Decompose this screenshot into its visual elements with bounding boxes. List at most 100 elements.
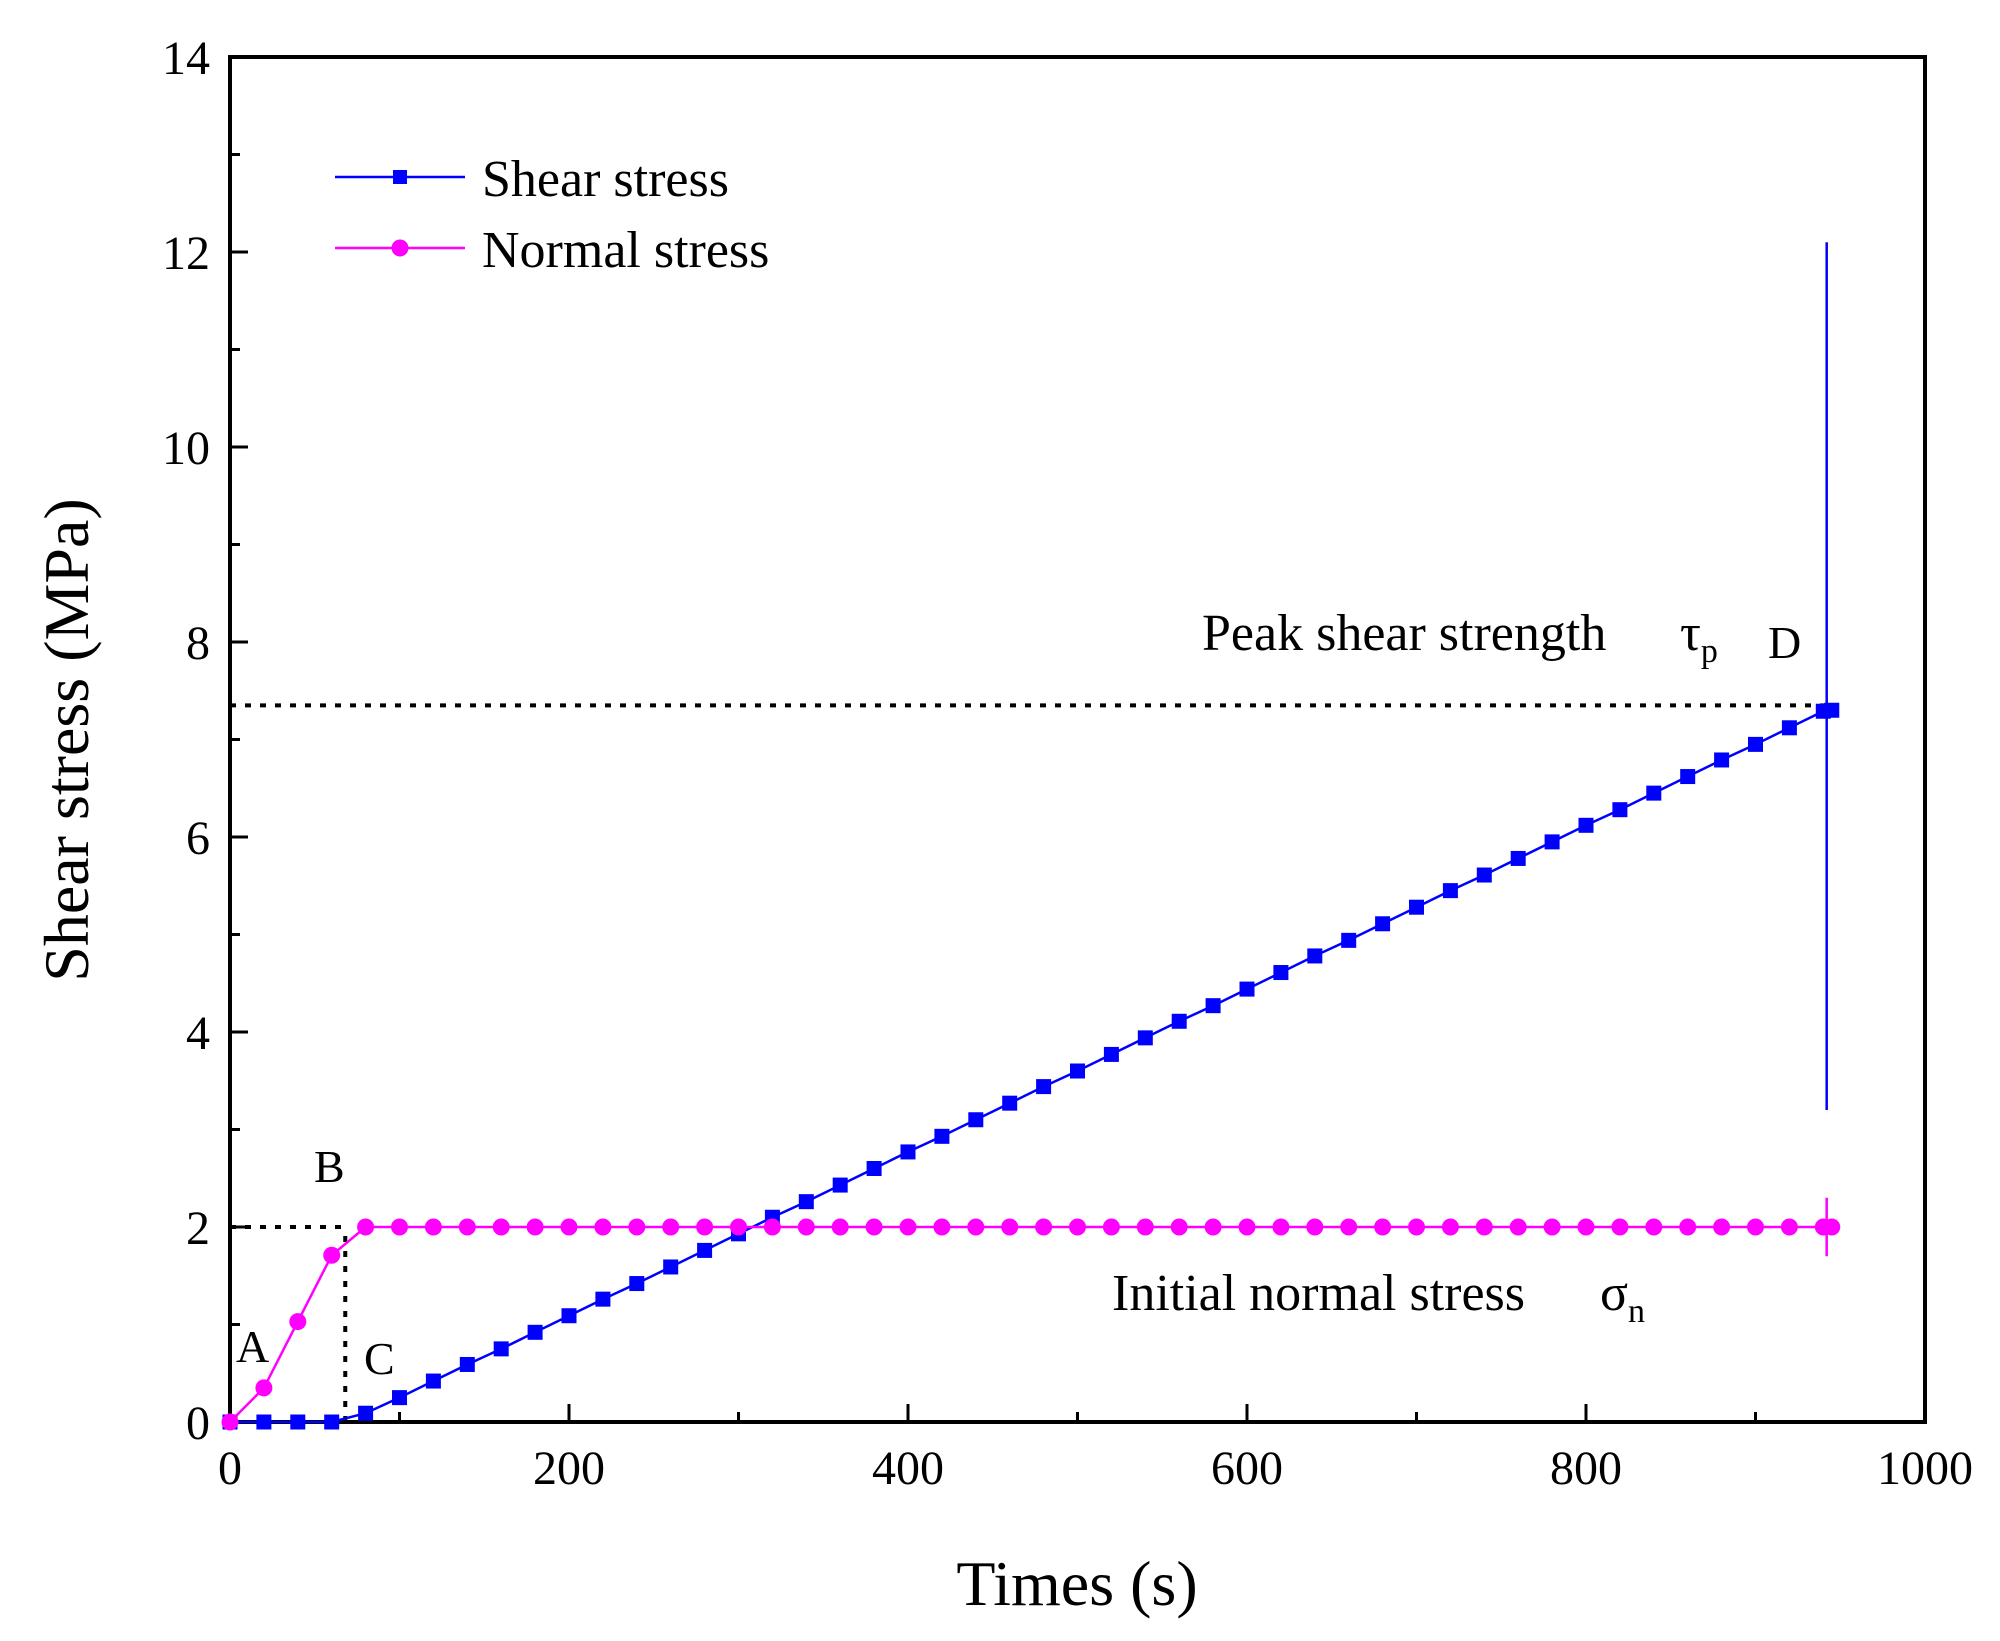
- normal-stress-marker: [424, 1218, 442, 1236]
- point-D-label: D: [1768, 617, 1801, 668]
- point-B-label: B: [314, 1141, 345, 1192]
- shear-stress-marker: [866, 1161, 882, 1176]
- initial-normal-text: Initial normal stress: [1112, 1265, 1525, 1322]
- x-axis-title: Times (s): [956, 1548, 1197, 1619]
- normal-stress-marker: [1679, 1218, 1697, 1236]
- shear-stress-marker: [1341, 932, 1357, 948]
- normal-stress-marker: [1645, 1218, 1663, 1236]
- normal-stress-marker: [696, 1218, 714, 1236]
- x-tick-label: 600: [1211, 1442, 1283, 1495]
- normal-stress-marker: [526, 1218, 544, 1236]
- series-layer: [221, 242, 1841, 1431]
- x-tick-label: 400: [872, 1442, 944, 1495]
- normal-stress-marker: [1543, 1218, 1561, 1236]
- normal-stress-marker: [1306, 1218, 1324, 1236]
- normal-stress-marker: [1204, 1218, 1222, 1236]
- normal-stress-marker: [1238, 1218, 1256, 1236]
- normal-stress-marker: [492, 1218, 510, 1236]
- normal-stress-marker: [289, 1313, 307, 1331]
- shear-stress-line: [230, 709, 1832, 1424]
- normal-stress-marker: [1747, 1218, 1764, 1236]
- x-tick-label: 800: [1550, 1442, 1622, 1495]
- legend: Shear stress Normal stress: [335, 151, 769, 279]
- shear-stress-marker: [629, 1276, 645, 1292]
- tau-subscript: p: [1701, 633, 1718, 670]
- shear-stress-marker: [1714, 752, 1730, 768]
- reference-lines: [230, 703, 1827, 1422]
- normal-stress-line: [229, 1225, 1832, 1423]
- normal-stress-marker: [1001, 1218, 1019, 1236]
- normal-stress-marker: [1408, 1218, 1425, 1236]
- shear-stress-marker: [392, 1390, 407, 1406]
- normal-stress-marker: [763, 1218, 781, 1236]
- shear-stress-marker: [1510, 850, 1526, 866]
- normal-stress-marker: [1035, 1218, 1053, 1236]
- normal-stress-marker: [1170, 1218, 1188, 1236]
- normal-stress-marker: [628, 1218, 646, 1236]
- normal-stress-marker: [1374, 1218, 1392, 1236]
- y-tick-label: 6: [186, 812, 210, 865]
- shear-stress-marker: [1307, 948, 1323, 964]
- shear-stress-marker: [1171, 1013, 1187, 1029]
- normal-stress-marker: [357, 1218, 375, 1236]
- shear-stress-marker: [358, 1405, 374, 1421]
- normal-stress-marker: [1577, 1218, 1595, 1236]
- shear-stress-marker: [595, 1291, 611, 1307]
- normal-stress-marker: [865, 1218, 883, 1236]
- normal-stress-marker: [662, 1218, 680, 1236]
- tau-symbol: τ: [1680, 605, 1701, 662]
- shear-stress-marker: [1002, 1095, 1018, 1111]
- legend-label-shear: Shear stress: [482, 151, 729, 208]
- normal-stress-marker: [1340, 1218, 1358, 1236]
- shear-stress-marker: [900, 1144, 916, 1160]
- shear-stress-marker: [1781, 720, 1797, 736]
- y-axis-ticks: 0 2 4 6 8 10 12 14: [162, 32, 248, 1450]
- peak-shear-symbol: τp: [1680, 605, 1718, 670]
- normal-stress-marker: [797, 1218, 815, 1236]
- y-tick-label: 8: [186, 617, 210, 670]
- normal-stress-marker: [560, 1218, 578, 1236]
- legend-marker-shear: [393, 170, 407, 184]
- y-tick-label: 12: [162, 227, 210, 280]
- initial-normal-label: Initial normal stress: [1112, 1265, 1525, 1322]
- shear-stress-marker: [1205, 998, 1221, 1014]
- point-C-label: C: [364, 1333, 395, 1384]
- shear-stress-marker: [459, 1356, 475, 1372]
- y-axis-title: Shear stress (MPa): [31, 498, 102, 981]
- shear-stress-marker: [1646, 785, 1662, 801]
- y-tick-label: 10: [162, 422, 210, 475]
- shear-stress-marker: [832, 1177, 848, 1193]
- normal-stress-marker: [1272, 1218, 1290, 1236]
- x-tick-label: 0: [218, 1442, 242, 1495]
- shear-stress-marker: [1103, 1046, 1119, 1062]
- normal-stress-marker: [1611, 1218, 1629, 1236]
- normal-stress-marker: [594, 1218, 612, 1236]
- normal-stress-marker: [1069, 1218, 1086, 1236]
- normal-stress-marker: [1780, 1218, 1798, 1236]
- normal-stress-marker: [1475, 1218, 1493, 1236]
- normal-stress-marker: [730, 1218, 747, 1236]
- shear-stress-marker: [1824, 702, 1840, 718]
- shear-stress-marker: [1137, 1030, 1153, 1046]
- sigma-symbol: σ: [1600, 1265, 1628, 1322]
- shear-stress-marker: [1442, 883, 1458, 899]
- normal-stress-marker: [458, 1218, 476, 1236]
- shear-stress-marker: [798, 1194, 814, 1210]
- sigma-subscript: n: [1628, 1293, 1645, 1330]
- normal-stress-marker: [1713, 1218, 1731, 1236]
- shear-stress-marker: [1273, 965, 1289, 981]
- shear-stress-marker: [1239, 981, 1255, 997]
- shear-stress-marker: [1070, 1063, 1085, 1079]
- shear-stress-marker: [527, 1324, 543, 1340]
- normal-stress-marker: [391, 1218, 408, 1236]
- shear-stress-marker: [493, 1341, 509, 1357]
- shear-stress-marker: [1680, 769, 1696, 785]
- legend-marker-normal: [391, 239, 409, 257]
- legend-label-normal: Normal stress: [482, 222, 769, 279]
- shear-stress-marker: [934, 1128, 950, 1144]
- shear-stress-marker: [1036, 1079, 1052, 1095]
- normal-stress-marker: [323, 1246, 341, 1264]
- normal-stress-marker: [899, 1218, 917, 1236]
- shear-stress-marker: [425, 1373, 441, 1389]
- shear-stress-marker: [1544, 834, 1560, 850]
